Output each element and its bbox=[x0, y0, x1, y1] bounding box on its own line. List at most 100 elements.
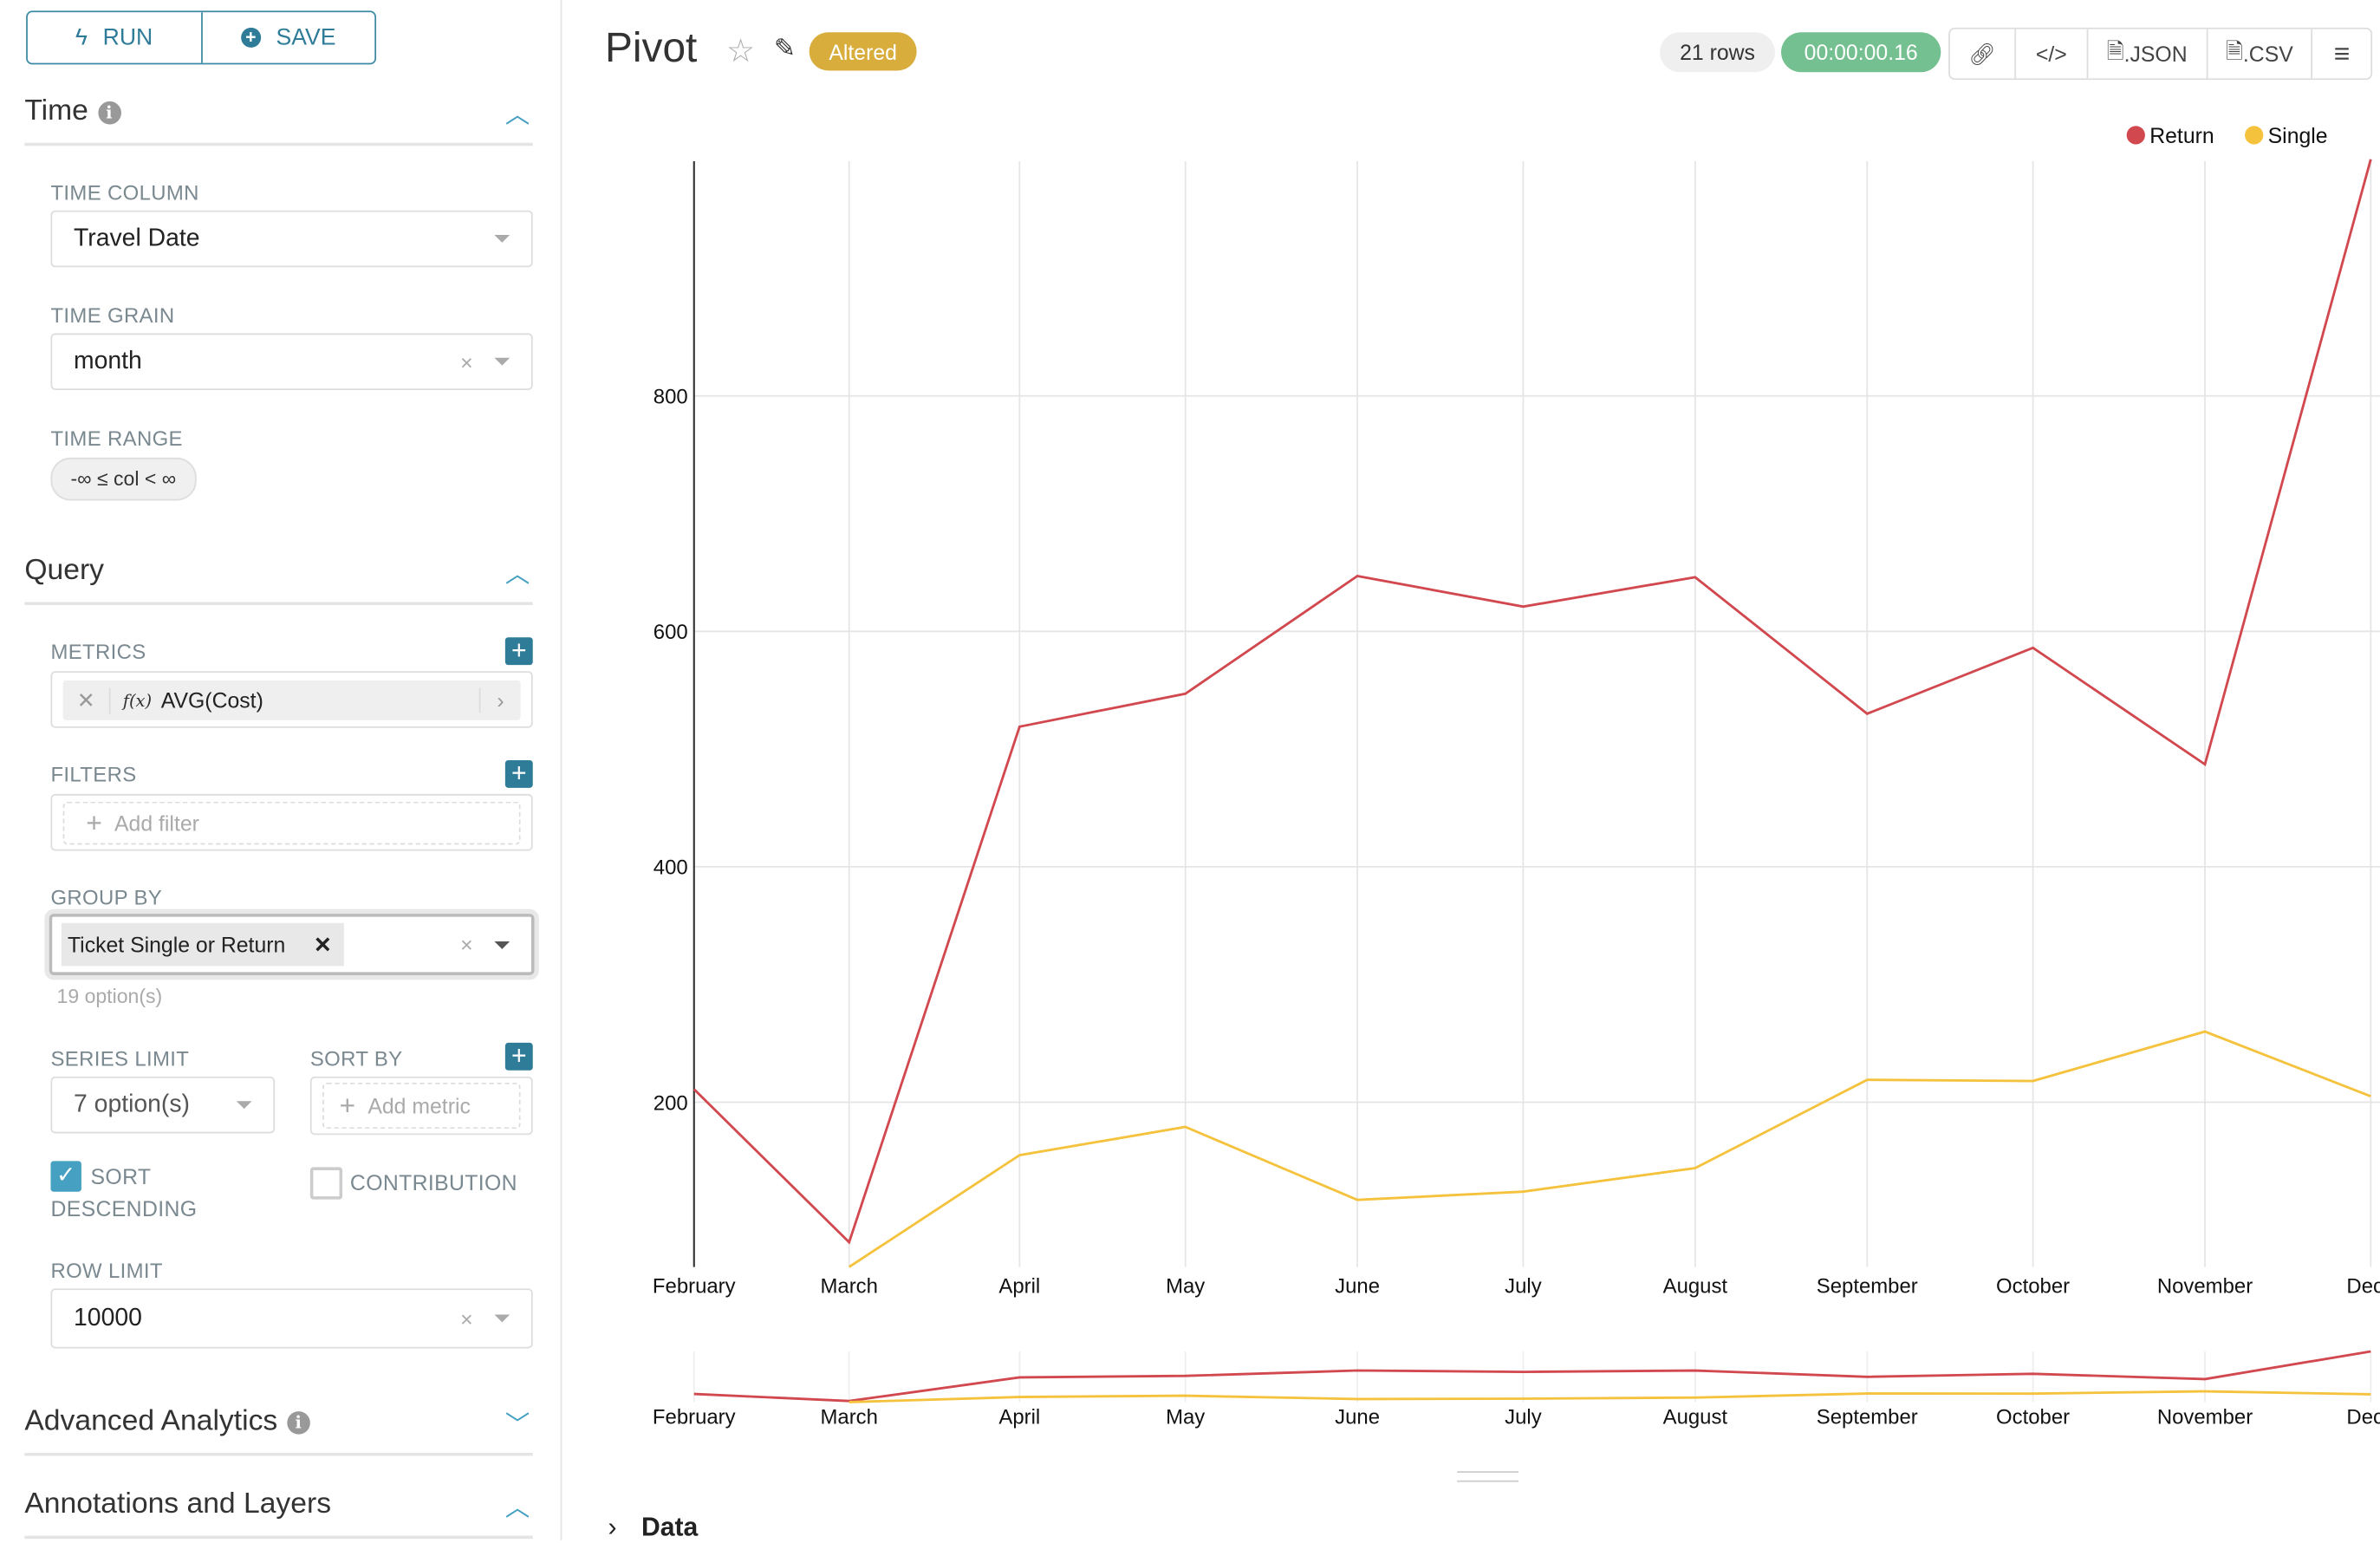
metric-label: AVG(Cost) bbox=[160, 687, 263, 713]
altered-badge[interactable]: Altered bbox=[809, 32, 917, 71]
data-panel-toggle[interactable]: › Data bbox=[608, 1513, 699, 1543]
export-csv-button[interactable]: 🗎︎ .CSV bbox=[2205, 29, 2312, 79]
brush-line-single bbox=[849, 1390, 2371, 1403]
chart-title[interactable]: Pivot bbox=[605, 24, 698, 71]
line-chart: February February March March April April May M… bbox=[653, 125, 2380, 1429]
query-section-header[interactable]: Query ︿ bbox=[24, 541, 533, 606]
chevron-up-icon[interactable]: ︿ bbox=[504, 562, 530, 589]
clear-icon[interactable]: × bbox=[460, 349, 473, 374]
filters-control: + Add filter bbox=[50, 793, 533, 851]
link-button[interactable]: 🔗︎ bbox=[1950, 29, 2014, 79]
select-value: Travel Date bbox=[74, 225, 200, 251]
time-grain-select[interactable]: month × bbox=[50, 333, 533, 390]
contribution-checkbox[interactable] bbox=[309, 1167, 343, 1200]
row-limit-select[interactable]: 10000 × bbox=[50, 1288, 533, 1349]
y-tick-label: 400 bbox=[654, 856, 688, 880]
caret-down-icon bbox=[494, 357, 510, 366]
y-tick-label: 800 bbox=[654, 386, 688, 409]
metric-tag[interactable]: ✕ f(x) AVG(Cost) › bbox=[62, 680, 521, 720]
time-range-pill[interactable]: -∞ ≤ col < ∞ bbox=[50, 457, 197, 501]
menu-button[interactable]: ≡ bbox=[2312, 29, 2370, 79]
chart-panel: Pivot ☆ ✎ Altered 21 rows 00:00:00.16 🔗︎… bbox=[562, 0, 2380, 1543]
plus-circle-icon: + bbox=[240, 27, 261, 48]
csv-label: .CSV bbox=[2242, 41, 2293, 67]
brush-x-tick-label: February bbox=[653, 1405, 736, 1429]
brush-line-return bbox=[693, 1350, 2371, 1403]
run-button[interactable]: ϟ RUN bbox=[28, 12, 200, 62]
legend-marker-return bbox=[2126, 126, 2145, 145]
x-tick-label: June bbox=[1335, 1275, 1380, 1299]
x-tick-label: March bbox=[820, 1275, 877, 1299]
export-json-button[interactable]: 🗎︎ .JSON bbox=[2086, 29, 2206, 79]
x-tick-label: February bbox=[653, 1275, 736, 1299]
remove-tag-icon[interactable]: ✕ bbox=[313, 931, 332, 956]
time-range-label: TIME RANGE bbox=[50, 426, 183, 451]
sort-descending-checkbox[interactable]: ✓ bbox=[50, 1161, 81, 1192]
caret-down-icon bbox=[494, 941, 510, 949]
x-tick-label: September bbox=[1817, 1275, 1918, 1299]
run-save-group: ϟ RUN + SAVE bbox=[26, 10, 377, 65]
add-filter-placeholder[interactable]: + Add filter bbox=[62, 801, 521, 845]
brush-x-tick-label: May bbox=[1166, 1405, 1205, 1429]
save-label: SAVE bbox=[276, 24, 336, 51]
filters-label: FILTERS bbox=[50, 763, 137, 787]
brush-x-tick-label: November bbox=[2157, 1405, 2253, 1429]
clear-icon[interactable]: × bbox=[460, 932, 473, 957]
add-sort-button[interactable]: + bbox=[504, 1042, 533, 1071]
legend-label: Return bbox=[2149, 125, 2214, 148]
edit-icon[interactable]: ✎ bbox=[773, 33, 797, 63]
series-limit-label: SERIES LIMIT bbox=[50, 1047, 190, 1071]
group-by-select[interactable]: Ticket Single or Return ✕ × bbox=[49, 914, 535, 975]
info-icon[interactable]: i bbox=[286, 1410, 310, 1434]
select-value: 10000 bbox=[74, 1304, 142, 1331]
function-icon: f(x) bbox=[122, 690, 153, 711]
chevron-up-icon[interactable]: ︿ bbox=[504, 102, 530, 129]
save-button[interactable]: + SAVE bbox=[200, 12, 374, 63]
chevron-up-icon[interactable]: ︿ bbox=[504, 1495, 530, 1522]
resize-handle[interactable] bbox=[1457, 1471, 1519, 1482]
row-count-badge: 21 rows bbox=[1660, 32, 1775, 73]
caret-down-icon bbox=[494, 1314, 510, 1323]
add-metric-button[interactable]: + bbox=[504, 636, 533, 666]
x-tick-label: November bbox=[2157, 1275, 2253, 1299]
add-metric-placeholder[interactable]: + Add metric bbox=[322, 1082, 521, 1130]
embed-code-button[interactable]: </> bbox=[2014, 29, 2086, 79]
clear-icon[interactable]: × bbox=[460, 1305, 473, 1331]
annotations-header[interactable]: Annotations and Layers ︿ bbox=[24, 1475, 533, 1540]
contribution-label: CONTRIBUTION bbox=[349, 1169, 517, 1195]
series-limit-select[interactable]: 7 option(s) bbox=[50, 1076, 276, 1134]
chevron-right-icon[interactable]: › bbox=[478, 687, 521, 713]
brush-x-tick-label: August bbox=[1663, 1405, 1728, 1429]
section-title: Time bbox=[24, 94, 88, 128]
add-filter-button[interactable]: + bbox=[504, 759, 533, 788]
time-column-label: TIME COLUMN bbox=[50, 181, 199, 205]
json-label: .JSON bbox=[2123, 41, 2188, 67]
chevron-down-icon[interactable]: ﹀ bbox=[504, 1412, 530, 1439]
tag-label: Ticket Single or Return bbox=[67, 932, 286, 957]
sort-by-control: + Add metric bbox=[309, 1076, 533, 1136]
remove-icon[interactable]: ✕ bbox=[63, 687, 111, 713]
y-tick-label: 600 bbox=[654, 621, 688, 644]
x-tick-label: August bbox=[1663, 1275, 1728, 1299]
advanced-analytics-header[interactable]: Advanced Analytics i ﹀ bbox=[24, 1391, 533, 1456]
time-column-select[interactable]: Travel Date bbox=[50, 210, 533, 268]
run-label: RUN bbox=[102, 24, 153, 51]
sort-descending-label-2: DESCENDING bbox=[50, 1196, 198, 1221]
group-by-hint: 19 option(s) bbox=[56, 984, 163, 1008]
series-line-single bbox=[848, 1030, 2371, 1268]
time-grain-label: TIME GRAIN bbox=[50, 303, 175, 328]
file-code-icon: 🗎︎ bbox=[2106, 38, 2124, 63]
x-tick-label: Dece bbox=[2346, 1275, 2380, 1299]
caret-down-icon bbox=[236, 1101, 252, 1110]
bolt-icon: ϟ bbox=[75, 24, 88, 51]
data-panel-label: Data bbox=[641, 1513, 699, 1542]
info-icon[interactable]: i bbox=[97, 101, 121, 124]
section-title: Query bbox=[24, 554, 105, 587]
star-icon[interactable]: ☆ bbox=[725, 33, 756, 69]
brush-x-tick-label: Dece bbox=[2346, 1405, 2380, 1429]
time-section-header[interactable]: Time i ︿ bbox=[24, 81, 533, 146]
metrics-control: ✕ f(x) AVG(Cost) › bbox=[50, 671, 533, 728]
brush-x-tick-label: October bbox=[1996, 1405, 2070, 1429]
caret-down-icon bbox=[494, 235, 510, 243]
legend-label: Single bbox=[2268, 125, 2328, 148]
